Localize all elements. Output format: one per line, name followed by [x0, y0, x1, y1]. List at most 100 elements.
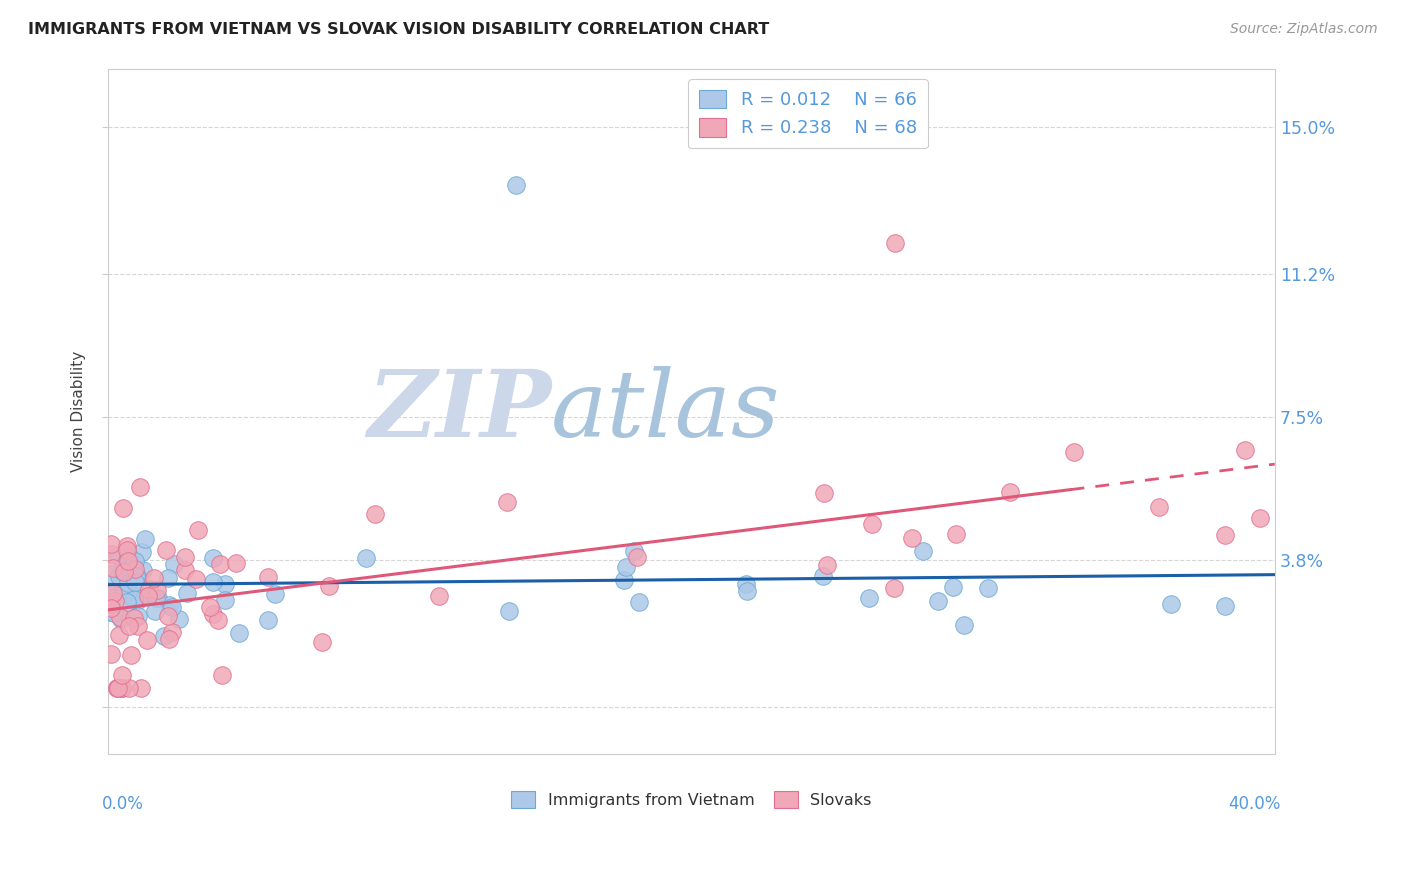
Point: [100, 591, 122, 605]
Point: [498, 604, 520, 618]
Point: [201, 574, 224, 589]
Point: [945, 526, 967, 541]
Point: [155, 542, 177, 557]
Point: [927, 594, 949, 608]
Point: [228, 625, 250, 640]
Point: [815, 558, 838, 572]
Point: [115, 595, 138, 609]
Point: [1215, 599, 1237, 614]
Point: [138, 582, 160, 596]
Point: [496, 494, 519, 508]
Point: [813, 485, 835, 500]
Text: Source: ZipAtlas.com: Source: ZipAtlas.com: [1230, 22, 1378, 37]
Text: ZIP: ZIP: [367, 367, 551, 456]
Point: [108, 569, 131, 583]
Point: [173, 549, 195, 564]
Point: [1063, 444, 1085, 458]
Point: [129, 681, 152, 695]
Point: [214, 576, 236, 591]
Point: [734, 577, 756, 591]
Point: [354, 551, 377, 566]
Point: [912, 543, 935, 558]
Point: [100, 597, 122, 611]
Point: [117, 575, 139, 590]
Point: [117, 584, 139, 599]
Point: [124, 575, 146, 590]
Point: [100, 586, 122, 600]
Point: [623, 544, 645, 558]
Point: [105, 681, 128, 695]
Point: [211, 668, 233, 682]
Point: [811, 569, 834, 583]
Point: [167, 612, 190, 626]
Point: [108, 628, 131, 642]
Point: [100, 647, 122, 661]
Point: [136, 632, 159, 647]
Point: [117, 681, 139, 695]
Point: [160, 599, 183, 614]
Point: [900, 531, 922, 545]
Point: [107, 549, 129, 563]
Point: [136, 589, 159, 603]
Legend: Immigrants from Vietnam, Slovaks: Immigrants from Vietnam, Slovaks: [505, 785, 877, 814]
Point: [952, 617, 974, 632]
Point: [100, 601, 122, 615]
Point: [111, 681, 134, 695]
Point: [100, 537, 122, 551]
Point: [860, 516, 883, 531]
Point: [125, 568, 148, 582]
Point: [142, 571, 165, 585]
Point: [117, 554, 139, 568]
Point: [207, 613, 229, 627]
Point: [202, 607, 225, 622]
Point: [363, 507, 385, 521]
Point: [108, 610, 131, 624]
Point: [114, 565, 136, 579]
Point: [107, 549, 129, 564]
Point: [127, 593, 149, 607]
Point: [112, 585, 135, 599]
Point: [737, 583, 759, 598]
Point: [100, 567, 122, 582]
Point: [101, 585, 124, 599]
Point: [111, 681, 134, 695]
Point: [427, 589, 450, 603]
Point: [100, 548, 122, 562]
Point: [127, 568, 149, 582]
Point: [156, 608, 179, 623]
Point: [145, 582, 167, 597]
Point: [208, 558, 231, 572]
Point: [111, 500, 134, 515]
Point: [105, 681, 128, 695]
Point: [122, 611, 145, 625]
Point: [187, 523, 209, 537]
Point: [225, 556, 247, 570]
Point: [117, 539, 139, 553]
Point: [104, 594, 127, 608]
Point: [613, 573, 636, 587]
Point: [111, 582, 134, 596]
Point: [156, 571, 179, 585]
Point: [118, 619, 141, 633]
Point: [129, 480, 152, 494]
Point: [153, 628, 176, 642]
Point: [1147, 500, 1170, 514]
Point: [111, 564, 134, 578]
Point: [198, 600, 221, 615]
Point: [124, 562, 146, 576]
Point: [131, 545, 153, 559]
Point: [127, 619, 149, 633]
Point: [263, 586, 285, 600]
Point: [136, 589, 159, 603]
Point: [117, 572, 139, 586]
Point: [122, 592, 145, 607]
Point: [129, 589, 152, 603]
Point: [201, 550, 224, 565]
Point: [505, 178, 527, 192]
Point: [124, 554, 146, 568]
Point: [1234, 443, 1257, 458]
Point: [131, 564, 153, 578]
Point: [100, 605, 122, 619]
Point: [157, 598, 180, 612]
Point: [121, 648, 143, 662]
